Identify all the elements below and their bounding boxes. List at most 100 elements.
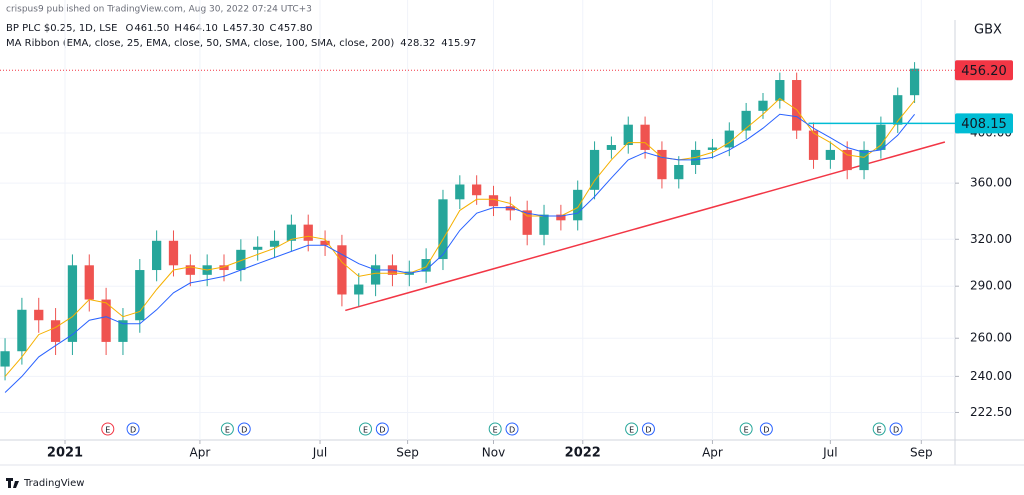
logo (6, 478, 19, 488)
candle-body (455, 184, 465, 200)
indicator-value: 428.32 (400, 38, 435, 49)
candle-body (472, 184, 482, 196)
event-marker (126, 422, 140, 436)
event-marker (375, 422, 389, 436)
x-tick-label: Nov (482, 446, 505, 460)
candle-body (67, 265, 78, 342)
event-marker (358, 422, 372, 436)
event-label: D (379, 426, 385, 435)
candle-body (185, 265, 195, 275)
candle-body (135, 270, 145, 321)
candle-body (253, 246, 263, 250)
candle-body (34, 309, 44, 321)
x-tick-label: Jul (822, 446, 837, 460)
candle-body (236, 249, 246, 271)
candle-body (118, 320, 128, 342)
ohlc-value: 457.30 (229, 23, 264, 34)
x-tick-label: Apr (190, 446, 211, 460)
candle-body (354, 284, 364, 295)
candle-body (758, 100, 768, 111)
currency: GBX (974, 23, 1002, 38)
price-badge-label: 408.15 (961, 117, 1007, 132)
candle-body (842, 149, 852, 171)
candle-body (657, 149, 667, 180)
event-label: E (877, 426, 882, 435)
candle-body (421, 259, 431, 272)
candle-body (522, 210, 532, 235)
candle-body (269, 240, 280, 247)
candle-body (724, 130, 734, 148)
candle-body (741, 110, 751, 131)
event-label: E (105, 426, 110, 435)
publisher: crispus9 published on TradingView.com, A… (6, 5, 312, 15)
candle-body (286, 224, 297, 241)
candle-body (370, 265, 381, 285)
ma-line (4, 97, 915, 377)
x-tick-label: Apr (702, 446, 723, 460)
x-tick-label: 2021 (47, 446, 83, 461)
x-tick-label: 2022 (565, 446, 601, 461)
candle-body (606, 145, 617, 150)
price-badge (955, 113, 1013, 134)
candle-body (825, 149, 835, 160)
candle-body (320, 240, 330, 246)
candle-body (438, 199, 448, 260)
candle-body (859, 149, 869, 171)
candle-body (539, 214, 549, 235)
candle-body (0, 351, 10, 367)
event-label: D (645, 426, 651, 435)
price-badge (955, 60, 1013, 81)
x-tick-label: Sep (910, 446, 933, 460)
candle-body (84, 265, 94, 300)
event-label: D (763, 426, 769, 435)
y-tick-label: 360.00 (970, 176, 1012, 190)
event-label: D (241, 426, 247, 435)
ma-line (4, 113, 915, 393)
indicator-value: 415.97 (441, 38, 476, 49)
candle-body (909, 68, 920, 96)
ohlc-value: 457.80 (277, 23, 312, 34)
event-marker (237, 422, 251, 436)
event-marker (739, 422, 753, 436)
candle-body (556, 214, 566, 221)
footer-brand: TradingView (23, 478, 84, 489)
event-label: D (509, 426, 515, 435)
candle-body (775, 80, 785, 101)
candle-body (50, 320, 61, 342)
event-marker (488, 422, 502, 436)
event-marker (889, 422, 903, 436)
event-marker (641, 422, 655, 436)
y-tick-label: 260.00 (970, 331, 1012, 345)
candle-body (303, 224, 313, 241)
candle-body (152, 240, 162, 271)
symbol: BP PLC $0.25, 1D, LSE (6, 23, 117, 34)
event-label: E (363, 426, 368, 435)
candle-body (337, 245, 347, 295)
candle-body (876, 124, 886, 150)
candle-body (808, 130, 819, 160)
candle-body (792, 80, 802, 131)
event-marker (872, 422, 886, 436)
candle-body (17, 309, 27, 352)
event-marker (505, 422, 519, 436)
event-marker (220, 422, 234, 436)
candle-body (589, 149, 600, 190)
ohlc-key: H (174, 23, 182, 34)
price-badge-label: 456.20 (961, 64, 1007, 79)
event-label: E (225, 426, 230, 435)
event-marker (101, 422, 115, 436)
y-tick-label: 240.00 (970, 369, 1012, 383)
candle-body (505, 206, 515, 211)
event-label: D (893, 426, 899, 435)
candle-body (893, 95, 903, 125)
candle-body (707, 147, 718, 150)
candle-body (640, 124, 650, 150)
candle-body (488, 195, 499, 207)
event-label: E (493, 426, 498, 435)
y-tick-label: 222.50 (970, 405, 1012, 419)
ohlc-key: L (223, 23, 229, 34)
x-tick-label: Sep (396, 446, 419, 460)
candle-body (674, 164, 684, 180)
candle-body (168, 240, 179, 266)
